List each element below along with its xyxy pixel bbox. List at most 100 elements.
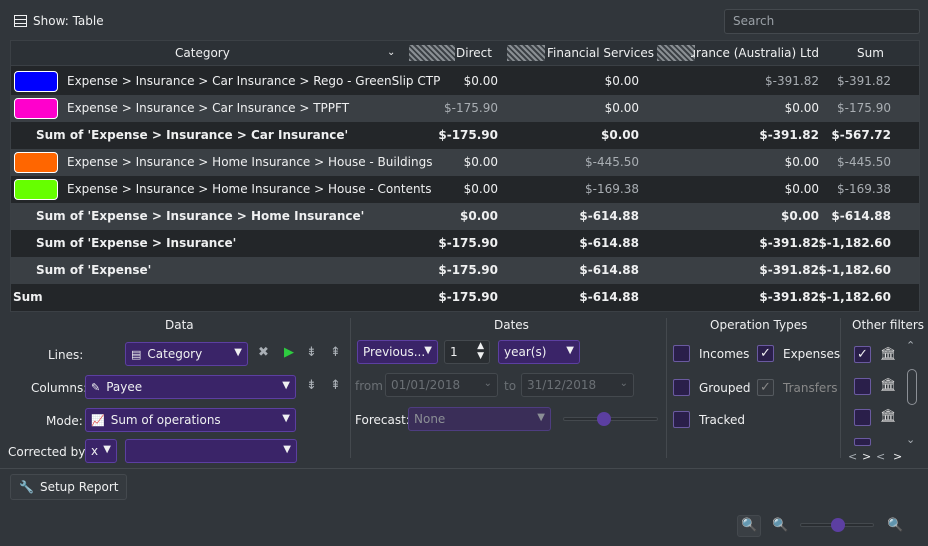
- transfers-checkbox[interactable]: ✓: [757, 379, 774, 396]
- scroll-down-icon[interactable]: ⌄: [906, 433, 916, 446]
- report-table[interactable]: Category ⌄ Direct Financial Services Ins…: [10, 40, 920, 312]
- incomes-checkbox[interactable]: [673, 345, 690, 362]
- lines-label: Lines:: [48, 348, 84, 362]
- table-cell: $0.00: [601, 128, 639, 142]
- collapse-icon[interactable]: ⇟: [306, 345, 317, 360]
- separator: [840, 318, 841, 458]
- table-cell: $-175.90: [837, 101, 891, 115]
- from-date[interactable]: 01/01/2018 ⌄: [385, 373, 498, 397]
- table-icon: [14, 15, 27, 27]
- spin-icon[interactable]: ▲ ▼: [477, 341, 484, 361]
- chart-icon: 📈: [91, 413, 105, 427]
- chevron-down-icon: ▼: [283, 444, 291, 455]
- table-row[interactable]: Expense > Insurance > Home Insurance > H…: [11, 149, 919, 176]
- table-cell: $-175.90: [438, 128, 498, 142]
- scroll-left-icon[interactable]: <: [848, 450, 858, 463]
- grouped-checkbox[interactable]: [673, 379, 690, 396]
- forecast-select[interactable]: None ▼: [408, 407, 551, 431]
- slider-handle[interactable]: [831, 518, 845, 532]
- chevron-down-icon: ▼: [566, 345, 574, 356]
- filter-checkbox[interactable]: ✓: [854, 346, 871, 363]
- row-label: Sum of 'Expense': [36, 263, 152, 277]
- table-cell: $-169.38: [585, 182, 639, 196]
- play-icon[interactable]: ▶: [284, 345, 294, 360]
- other-filters-title: Other filters: [852, 318, 925, 332]
- remove-icon[interactable]: ✖: [258, 345, 269, 360]
- search-input[interactable]: Search: [724, 9, 920, 34]
- corrected-second-select[interactable]: ▼: [125, 439, 297, 463]
- corrected-by-select[interactable]: x ▼: [85, 439, 117, 463]
- header-category[interactable]: Category: [175, 46, 230, 60]
- scroll-up-icon[interactable]: ⌃: [906, 339, 916, 352]
- table-row[interactable]: Sum of 'Expense > Insurance > Car Insura…: [11, 122, 919, 149]
- filter-checkbox[interactable]: [854, 378, 871, 395]
- table-row[interactable]: Expense > Insurance > Car Insurance > Re…: [11, 68, 919, 95]
- unit-select[interactable]: year(s) ▼: [498, 340, 580, 364]
- table-row[interactable]: Expense > Insurance > Car Insurance > TP…: [11, 95, 919, 122]
- slider-handle[interactable]: [597, 412, 611, 426]
- unit-value: year(s): [504, 345, 547, 359]
- table-cell: $-1,182.60: [818, 236, 891, 250]
- filter-checkbox[interactable]: [854, 409, 871, 426]
- table-row[interactable]: Sum of 'Expense > Insurance > Home Insur…: [11, 203, 919, 230]
- forecast-value: None: [414, 412, 446, 426]
- zoom-in-icon[interactable]: 🔍: [887, 518, 904, 533]
- bank-icon: 🏛: [880, 378, 897, 393]
- tracked-checkbox[interactable]: [673, 411, 690, 428]
- vertical-scrollbar[interactable]: [907, 369, 917, 405]
- color-swatch: [14, 98, 58, 119]
- expand-icon[interactable]: ⇞: [330, 378, 341, 393]
- header-direct[interactable]: Direct: [456, 46, 492, 60]
- to-date[interactable]: 31/12/2018 ⌄: [521, 373, 634, 397]
- header-financial-services[interactable]: Financial Services: [547, 46, 654, 60]
- table-cell: $-1,182.60: [818, 290, 891, 304]
- payee-icon: ✎: [91, 380, 101, 394]
- columns-value: Payee: [106, 380, 143, 394]
- row-label: Sum of 'Expense > Insurance': [36, 236, 237, 250]
- scroll-right-icon[interactable]: >: [862, 450, 872, 463]
- bank-icon: 🏛: [880, 347, 897, 362]
- scroll-left-icon[interactable]: <: [876, 450, 886, 463]
- expand-icon[interactable]: ⇞: [330, 345, 341, 360]
- table-row[interactable]: Expense > Insurance > Home Insurance > H…: [11, 176, 919, 203]
- hatch-pattern: [507, 45, 545, 61]
- optypes-title: Operation Types: [710, 318, 808, 332]
- chevron-down-icon: ⌄: [483, 378, 492, 389]
- color-swatch: [14, 71, 58, 92]
- setup-report-button[interactable]: 🔧 Setup Report: [10, 474, 128, 500]
- separator: [666, 318, 667, 458]
- period-select[interactable]: Previous... ▼: [357, 340, 438, 364]
- expenses-checkbox[interactable]: ✓: [757, 345, 774, 362]
- header-sum[interactable]: Sum: [857, 46, 884, 60]
- mode-value: Sum of operations: [110, 413, 221, 427]
- hatch-pattern: [657, 45, 695, 61]
- show-table-button[interactable]: Show: Table: [14, 10, 104, 32]
- lines-value: Category: [147, 347, 203, 361]
- columns-select[interactable]: ✎ Payee ▼: [85, 375, 296, 399]
- zoom-fit-button[interactable]: [737, 515, 761, 537]
- transfers-label: Transfers: [783, 381, 838, 395]
- table-cell: $0.00: [784, 182, 819, 196]
- mode-select[interactable]: 📈 Sum of operations ▼: [85, 408, 296, 432]
- wrench-icon: 🔧: [19, 480, 34, 494]
- forecast-slider[interactable]: [563, 412, 658, 426]
- collapse-icon[interactable]: ⇟: [306, 378, 317, 393]
- header-insurance-australia[interactable]: Insurance (Australia) Ltd: [691, 46, 819, 60]
- zoom-slider[interactable]: [800, 518, 874, 532]
- filter-checkbox[interactable]: [854, 438, 871, 446]
- forecast-label: Forecast:: [355, 413, 410, 427]
- table-cell: $0.00: [463, 155, 498, 169]
- row-label: Expense > Insurance > Home Insurance > H…: [67, 182, 432, 196]
- table-cell: $0.00: [784, 101, 819, 115]
- sort-chevron-icon[interactable]: ⌄: [387, 47, 396, 58]
- show-table-label: Show: Table: [33, 14, 104, 28]
- table-cell: $0.00: [604, 101, 639, 115]
- lines-select[interactable]: ▤ Category ▼: [125, 342, 248, 366]
- table-row[interactable]: Sum of 'Expense' $-175.90 $-614.88 $-391.82…: [11, 257, 919, 284]
- chevron-down-icon: ▼: [282, 413, 290, 424]
- table-row[interactable]: Sum of 'Expense > Insurance' $-175.90 $-61…: [11, 230, 919, 257]
- count-spinbox[interactable]: 1 ▲ ▼: [444, 340, 490, 364]
- scroll-right-icon[interactable]: >: [893, 450, 903, 463]
- table-row[interactable]: Sum $-175.90 $-614.88 $-391.82 $-1,182.60: [11, 284, 919, 311]
- zoom-out-icon[interactable]: 🔍: [772, 518, 789, 533]
